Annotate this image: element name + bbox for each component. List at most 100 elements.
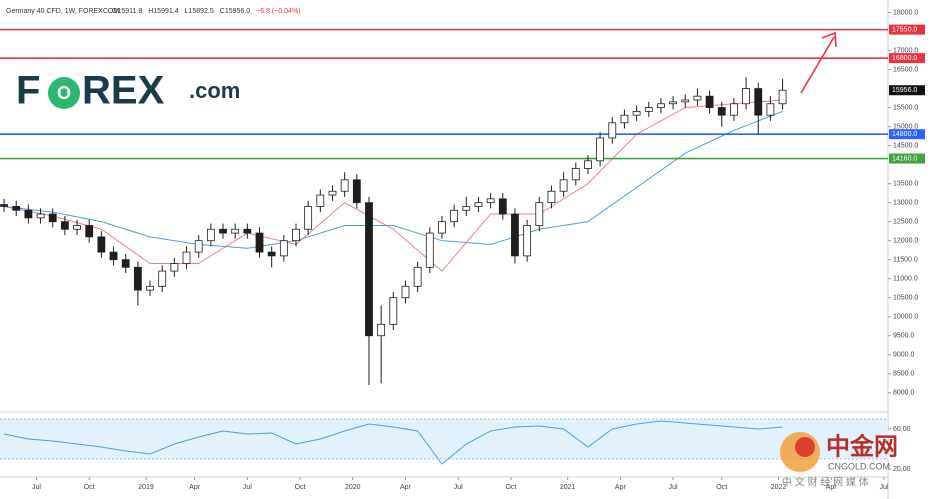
candle-body xyxy=(352,179,361,204)
x-tick-label: Oct xyxy=(84,484,95,491)
candle-body xyxy=(511,213,519,257)
ohlc-value: H15991.4 xyxy=(148,8,178,15)
ohlc-value: L15892.5 xyxy=(185,8,214,15)
level-label-box xyxy=(889,129,925,140)
rsi-tick-label: 20.00 xyxy=(893,466,911,473)
x-tick-label: 2022 xyxy=(771,484,787,491)
y-tick-label: 13000.0 xyxy=(893,199,918,206)
x-tick-label: Oct xyxy=(295,484,306,491)
ohlc-readout: O15911.8 H15991.4 L15892.5 C15956.0 −6.8 (−0… xyxy=(112,8,301,15)
moving-average xyxy=(3,110,783,249)
candle-body xyxy=(535,202,544,226)
watermark: 中金网 CNGOLD.COM 中 文 财 经 网 媒 体 xyxy=(780,432,898,489)
ohlc-value: O15911.8 xyxy=(112,8,142,15)
candle-body xyxy=(133,266,142,291)
candle-body xyxy=(340,179,349,192)
candle-body xyxy=(523,225,532,257)
candle-body xyxy=(766,103,775,116)
logo-circle xyxy=(48,77,80,109)
y-tick-label: 12000.0 xyxy=(893,238,918,245)
candle-body xyxy=(681,99,690,103)
candle-body xyxy=(693,95,702,101)
ohlc-value: C15956.0 xyxy=(220,8,250,15)
y-tick-label: 15500.0 xyxy=(893,104,918,111)
x-tick-label: Oct xyxy=(505,484,516,491)
candle-body xyxy=(73,225,81,230)
y-tick-label: 18000.0 xyxy=(893,9,918,16)
candle-body xyxy=(170,263,179,272)
watermark-name: 中金网 xyxy=(826,432,898,460)
y-tick-label: 14500.0 xyxy=(893,142,918,149)
candle-body xyxy=(730,103,738,116)
last-price-box xyxy=(889,85,925,96)
candle-body xyxy=(438,221,446,234)
candle-body xyxy=(389,297,398,325)
logo-text: F xyxy=(16,69,40,113)
candle-body xyxy=(12,206,21,211)
plot-area: 18000.0 17000.0 16500.0 15500.0 15000.0 14500… xyxy=(0,9,925,491)
watermark-icon xyxy=(795,437,815,457)
ohlc-value: −6.8 (−0.04%) xyxy=(256,8,300,15)
level-label: 17550.0 xyxy=(892,26,917,33)
x-tick-label: Jul xyxy=(454,484,463,491)
moving-average xyxy=(3,99,783,272)
watermark-site: CNGOLD.COM xyxy=(828,461,890,471)
y-tick-label: 17000.0 xyxy=(893,47,918,54)
candle-body xyxy=(255,232,264,253)
candle-body xyxy=(243,228,252,234)
candle-body xyxy=(742,88,750,105)
candle-body xyxy=(328,190,337,196)
candle-body xyxy=(754,88,763,116)
arrow-head xyxy=(821,31,837,48)
candle-body xyxy=(316,194,325,207)
candle-body xyxy=(425,232,434,268)
y-tick-label: 10000.0 xyxy=(893,314,918,321)
y-tick-label: 9000.0 xyxy=(893,352,915,359)
y-tick-label: 15000.0 xyxy=(893,123,918,130)
candle-body xyxy=(413,266,422,287)
x-tick-label: Apr xyxy=(189,484,201,491)
level-label-box xyxy=(889,53,925,64)
candle-body xyxy=(717,107,726,116)
candle-body xyxy=(182,251,191,264)
rsi-line xyxy=(3,420,783,465)
candle-body xyxy=(48,213,57,223)
candle-body xyxy=(401,285,410,299)
candle-body xyxy=(486,198,495,204)
candle-body xyxy=(450,209,459,223)
x-tick-label: Apr xyxy=(400,484,412,491)
level-label: 14800.0 xyxy=(892,131,917,138)
candle-body xyxy=(97,236,106,253)
candle-body xyxy=(608,122,617,139)
y-tick-label: 16500.0 xyxy=(893,66,918,73)
candle-body xyxy=(85,225,94,238)
watermark-tag: 中 文 财 经 网 媒 体 xyxy=(782,476,869,489)
y-tick-label: 8500.0 xyxy=(893,371,915,378)
candle-body xyxy=(279,240,288,257)
candle-body xyxy=(644,107,653,112)
candle-body xyxy=(571,168,580,181)
x-tick-label: Jul xyxy=(243,484,252,491)
candle-body xyxy=(146,285,154,291)
candle-body xyxy=(219,228,227,234)
candle-body xyxy=(231,228,240,234)
logo: F O REX .com xyxy=(16,69,240,113)
candle-body xyxy=(267,251,276,257)
candle-body xyxy=(669,101,677,105)
candle-body xyxy=(584,160,592,169)
level-label-box xyxy=(889,24,925,35)
candle-body xyxy=(24,209,33,219)
candle-body xyxy=(632,110,641,116)
candle-body xyxy=(304,206,313,230)
logo-text: O xyxy=(57,83,71,103)
candle-body xyxy=(778,89,787,105)
last-price-label: 15956.0 xyxy=(892,87,917,94)
chart-title: Germany 40 CFD, 1W, FOREXCOM xyxy=(6,8,119,15)
candle-body xyxy=(109,251,118,261)
rsi-tick-label: 60.00 xyxy=(893,426,911,433)
candle-body xyxy=(559,179,568,192)
x-tick-label: Apr xyxy=(615,484,627,491)
level-label-box xyxy=(889,153,925,164)
logo-text: .com xyxy=(189,78,240,103)
